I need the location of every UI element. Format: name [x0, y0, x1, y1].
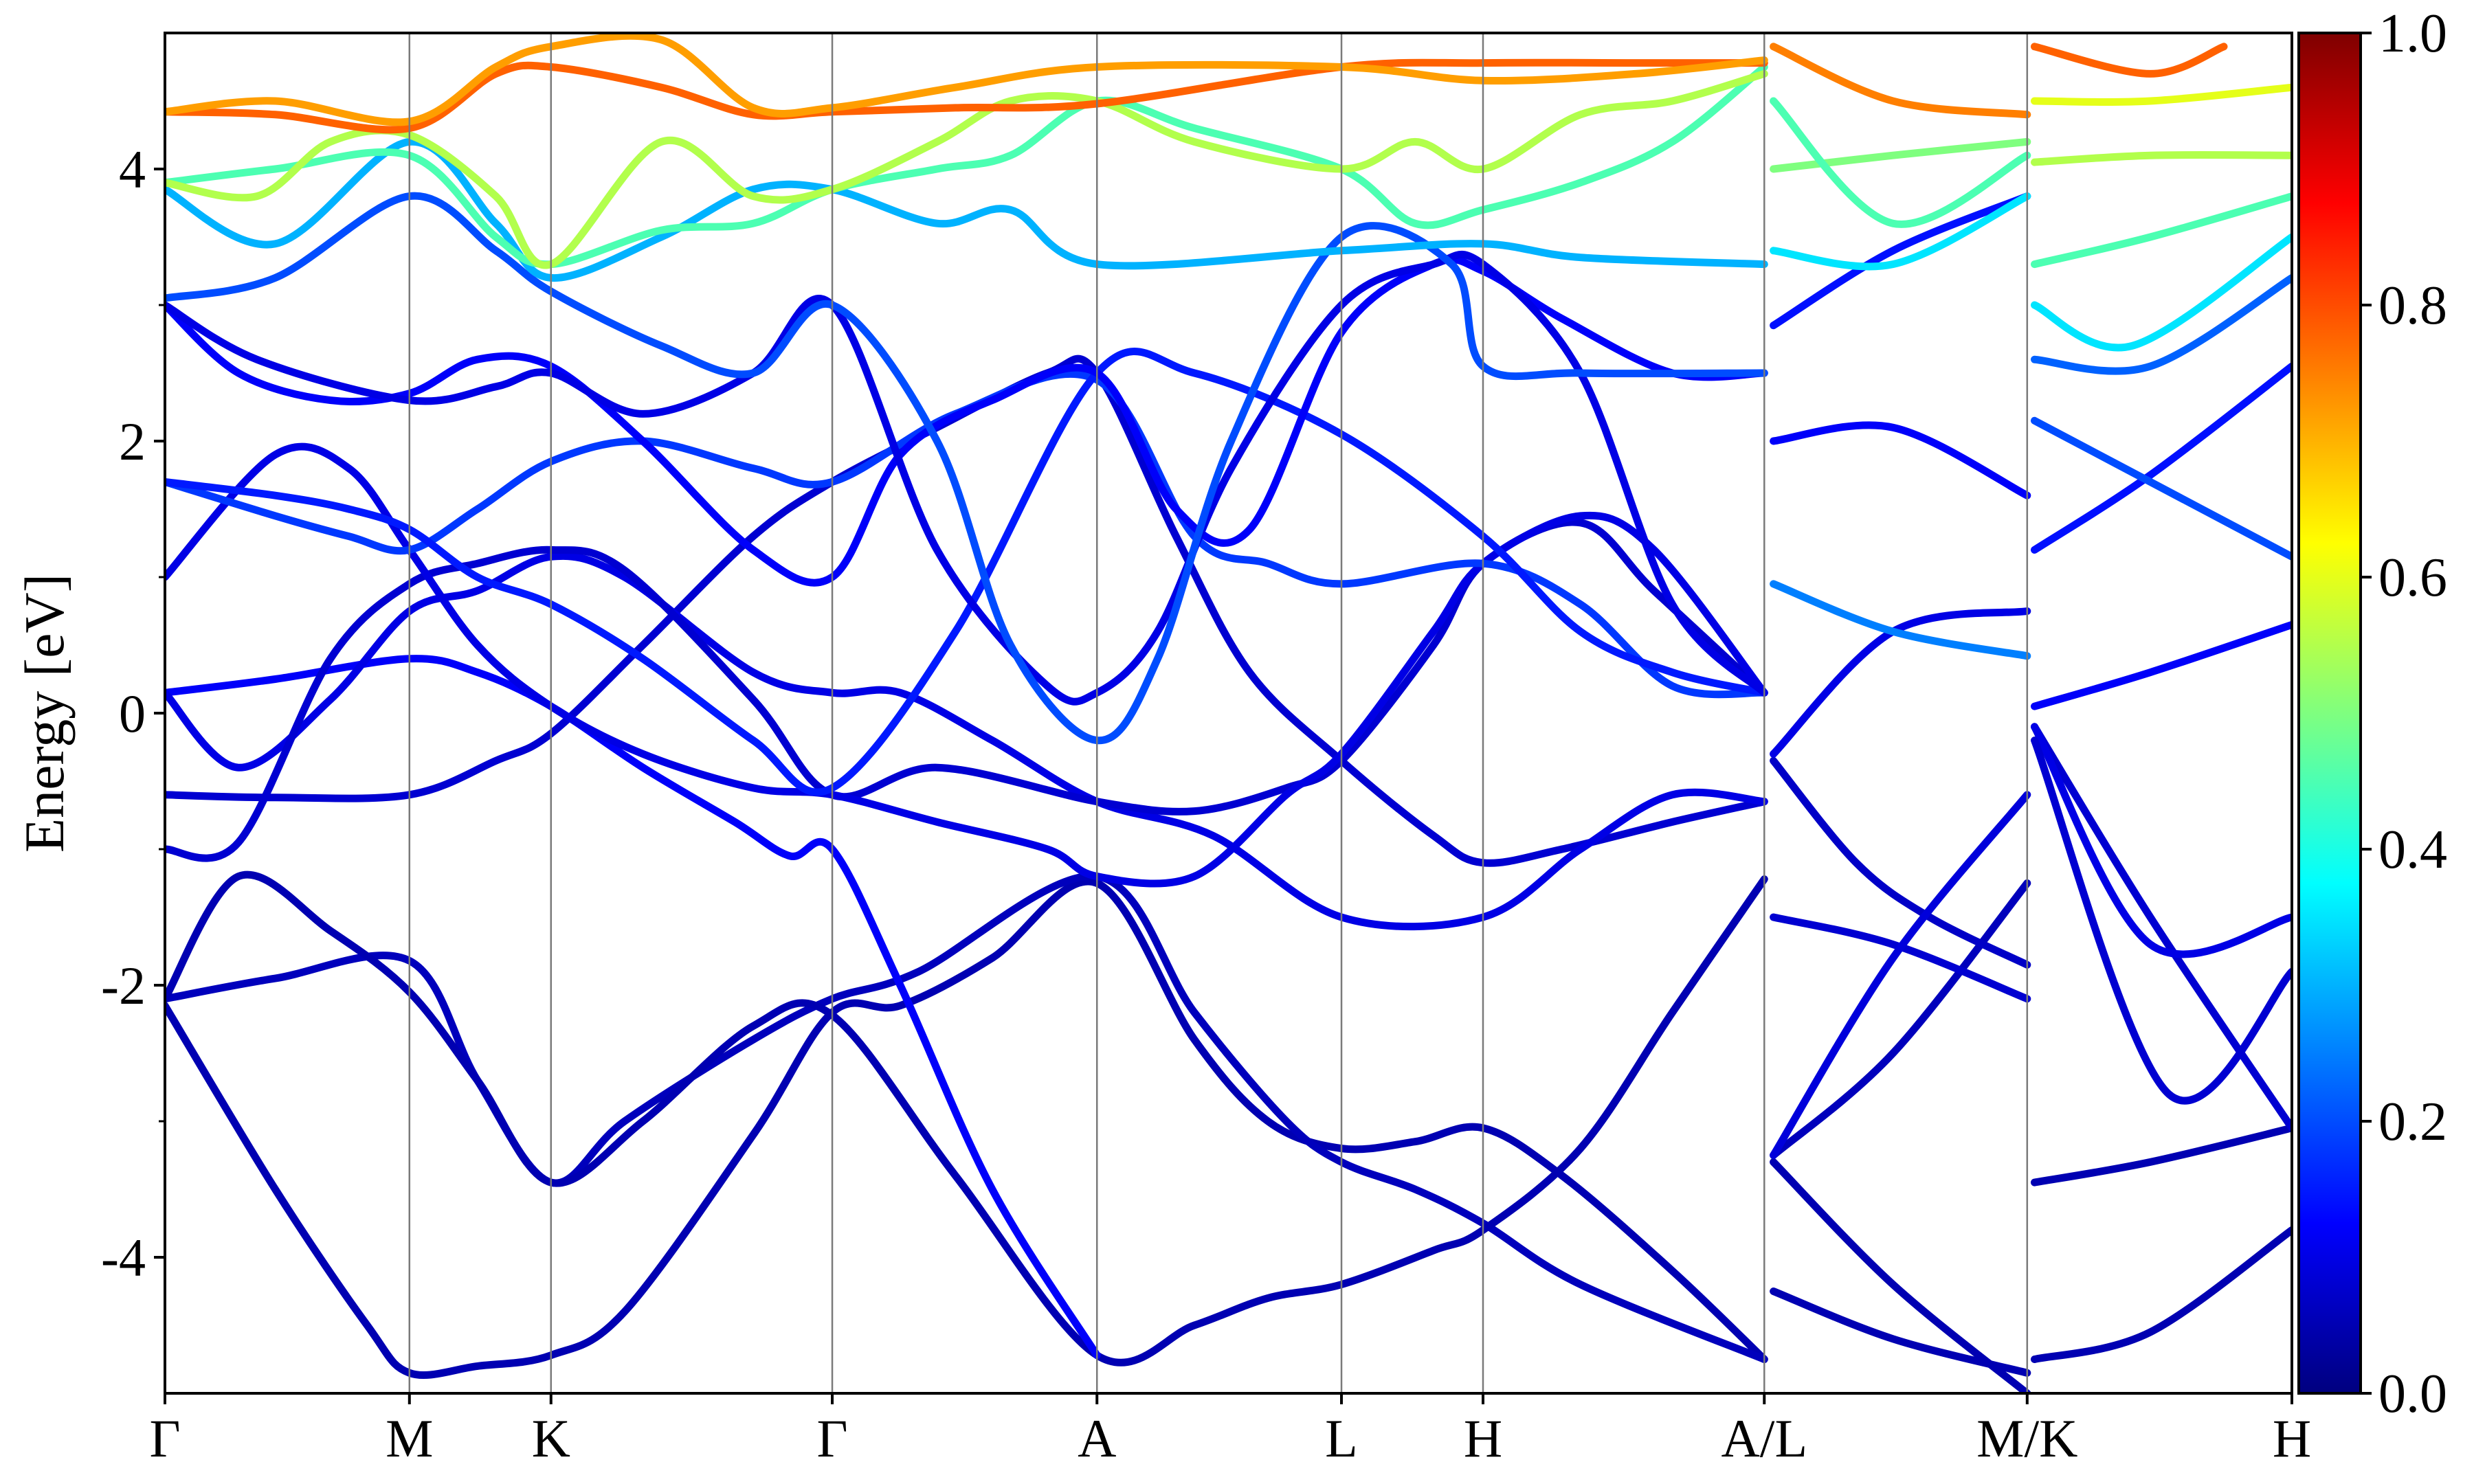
- band-line-32: [1770, 43, 2031, 119]
- colorbar-gradient: [2299, 33, 2361, 1393]
- band-line-2: [165, 872, 1768, 1363]
- colorbar-tick-label: 0.4: [2378, 820, 2447, 880]
- band-line-34: [2031, 1226, 2292, 1363]
- colorbar-tick-label: 0.0: [2378, 1364, 2447, 1424]
- x-tick-label: A: [1078, 1408, 1116, 1468]
- x-tick-label: Γ: [149, 1408, 180, 1468]
- x-tick-label: K: [532, 1408, 570, 1468]
- y-tick-label: 2: [119, 412, 146, 471]
- band-line-30: [1770, 137, 2031, 173]
- band-line-21: [1770, 879, 2031, 1159]
- high-symmetry-lines: [408, 33, 2029, 1393]
- band-line-5: [165, 655, 1101, 1360]
- x-tick-label: H: [1464, 1408, 1502, 1468]
- band-line-16: [165, 69, 1768, 269]
- band-line-11: [165, 256, 1768, 587]
- x-tick-label: L: [1325, 1408, 1358, 1468]
- colorbar-tick-label: 0.8: [2378, 276, 2447, 336]
- band-line-42: [2031, 233, 2292, 352]
- y-tick-label: -2: [101, 956, 146, 1015]
- band-line-12: [165, 250, 1768, 706]
- band-line-3: [165, 870, 1768, 1367]
- y-tick-label: -4: [101, 1228, 146, 1288]
- band-line-27: [1770, 580, 2031, 660]
- colorbar: 0.0 0.2 0.4 0.6 0.8 1.0: [2297, 3, 2447, 1424]
- band-line-44: [2031, 150, 2292, 166]
- band-line-43: [2031, 192, 2292, 269]
- band-line-20: [1770, 1158, 2031, 1393]
- y-tick-label: 4: [119, 139, 146, 199]
- bands-layer: [165, 33, 2292, 1393]
- band-line-17: [165, 58, 1768, 134]
- band-line-6: [165, 552, 1768, 931]
- band-line-31: [1770, 97, 2031, 228]
- x-tick-label: M/K: [1976, 1408, 2077, 1468]
- band-line-14: [165, 137, 1768, 282]
- y-tick-label: 0: [119, 684, 146, 743]
- x-axis-ticks: Γ M K Γ A L H A/L M/K H: [149, 1393, 2311, 1468]
- band-line-15: [165, 63, 1768, 269]
- x-tick-label: M: [386, 1408, 433, 1468]
- band-line-28: [1770, 192, 2031, 330]
- band-line-22: [1770, 756, 2031, 969]
- x-tick-label: Γ: [816, 1408, 847, 1468]
- x-tick-label: H: [2273, 1408, 2311, 1468]
- band-line-33: [2031, 1124, 2292, 1187]
- band-line-24: [1770, 791, 2031, 1159]
- colorbar-frame: [2297, 32, 2362, 1395]
- y-axis-ticks: -4 -2 0 2 4: [101, 139, 165, 1288]
- band-line-23: [1770, 913, 2031, 1003]
- band-line-1: [165, 877, 1768, 1379]
- x-tick-label: A/L: [1721, 1408, 1807, 1468]
- band-line-13: [165, 192, 1768, 745]
- band-line-45: [2031, 83, 2292, 106]
- band-line-41: [2031, 273, 2292, 375]
- band-line-39: [2031, 362, 2292, 554]
- colorbar-tick-label: 0.6: [2378, 548, 2447, 608]
- band-line-26: [1770, 421, 2031, 499]
- y-axis-label: Energy [eV]: [13, 574, 76, 853]
- band-line-40: [2031, 416, 2292, 561]
- colorbar-tick-label: 1.0: [2378, 3, 2447, 64]
- band-line-46: [2031, 43, 2228, 78]
- band-line-35: [2031, 723, 2292, 1132]
- band-line-29: [1770, 192, 2031, 271]
- colorbar-tick-label: 0.2: [2378, 1092, 2447, 1152]
- band-line-10: [165, 348, 1768, 796]
- band-line-36: [2031, 723, 2292, 958]
- band-line-37: [2031, 737, 2292, 1105]
- band-line-38: [2031, 620, 2292, 710]
